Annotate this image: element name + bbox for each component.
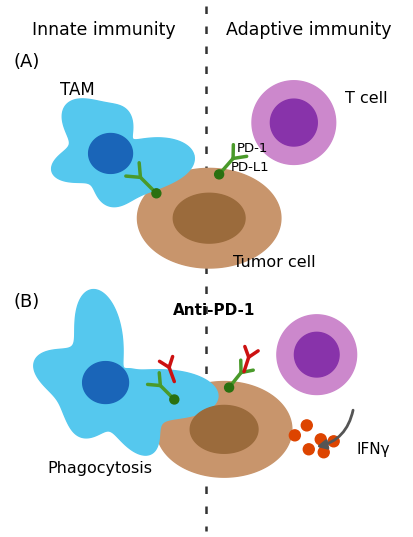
Circle shape <box>214 170 223 179</box>
Text: Tumor cell: Tumor cell <box>232 255 314 270</box>
Polygon shape <box>88 134 132 173</box>
Text: IFNγ: IFNγ <box>356 442 389 457</box>
Text: Adaptive immunity: Adaptive immunity <box>225 21 391 39</box>
Text: (B): (B) <box>14 293 40 311</box>
Circle shape <box>303 444 313 455</box>
Polygon shape <box>190 405 257 453</box>
Polygon shape <box>52 99 194 207</box>
Circle shape <box>224 383 233 392</box>
Polygon shape <box>294 332 338 377</box>
FancyArrowPatch shape <box>319 410 352 448</box>
Polygon shape <box>252 81 335 164</box>
Text: T cell: T cell <box>344 91 387 106</box>
Circle shape <box>289 430 299 441</box>
Circle shape <box>328 436 338 447</box>
Text: PD-L1: PD-L1 <box>230 161 269 174</box>
Polygon shape <box>137 169 280 268</box>
Polygon shape <box>173 193 244 243</box>
Circle shape <box>152 189 161 198</box>
Polygon shape <box>156 382 291 477</box>
Polygon shape <box>34 289 217 455</box>
Text: (A): (A) <box>14 53 40 71</box>
Circle shape <box>318 447 328 458</box>
Circle shape <box>169 395 178 404</box>
Circle shape <box>314 434 325 445</box>
Text: Phagocytosis: Phagocytosis <box>47 461 152 476</box>
Circle shape <box>301 420 311 431</box>
Text: Innate immunity: Innate immunity <box>32 21 175 39</box>
Polygon shape <box>276 315 356 395</box>
Polygon shape <box>83 361 128 403</box>
Text: PD-1: PD-1 <box>237 142 268 155</box>
Polygon shape <box>270 99 316 146</box>
Text: Anti-PD-1: Anti-PD-1 <box>173 303 255 318</box>
Text: TAM: TAM <box>60 81 95 99</box>
